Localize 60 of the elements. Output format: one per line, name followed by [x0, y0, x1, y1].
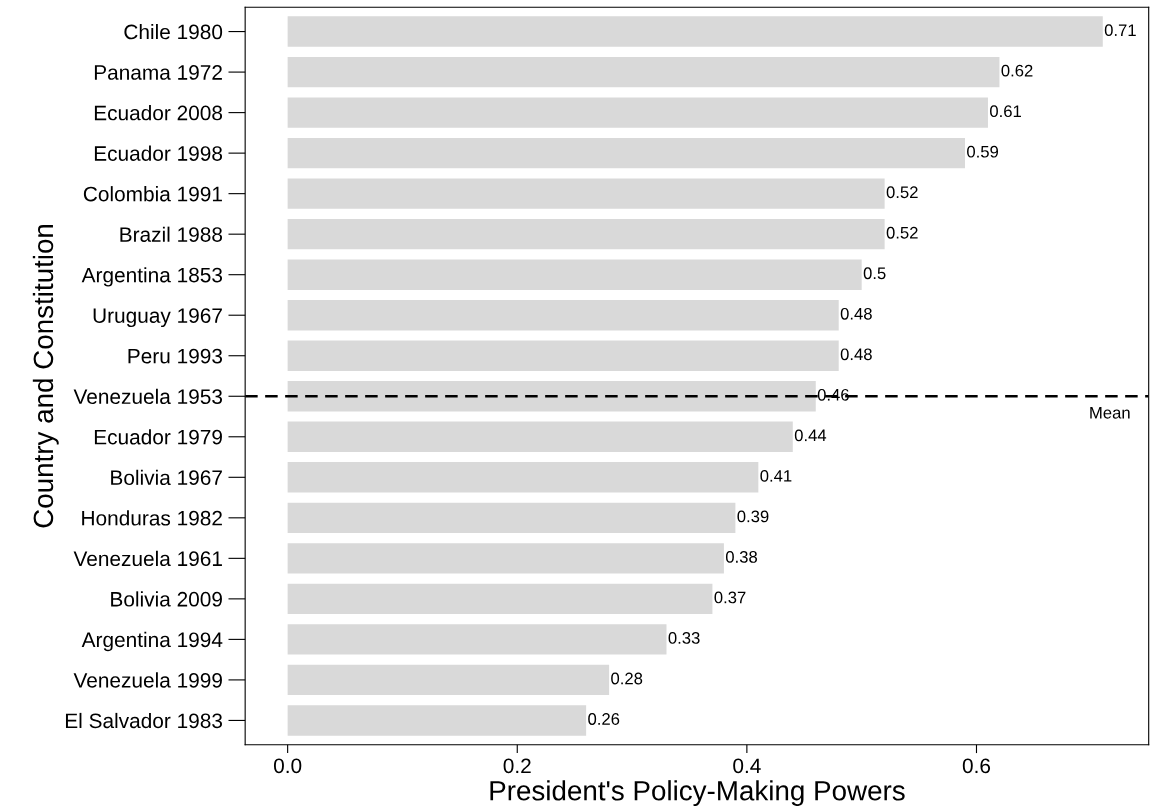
x-tick-label: 0.2 — [503, 758, 531, 774]
bar — [287, 583, 713, 615]
x-tick-label: 0.4 — [733, 758, 761, 774]
y-tick-label: Honduras 1982 — [82, 510, 222, 526]
data-label: 0.48 — [840, 307, 872, 320]
bar — [287, 381, 816, 412]
data-label: 0.48 — [840, 348, 872, 361]
bar — [287, 56, 1000, 88]
y-tick-label: Ecuador 1998 — [94, 145, 223, 161]
data-label: 0.5 — [863, 267, 886, 280]
y-tick-label: Chile 1980 — [124, 24, 223, 40]
y-tick-label: Bolivia 2009 — [111, 591, 222, 607]
y-tick-label: Venezuela 1953 — [73, 388, 223, 405]
bar — [287, 421, 793, 452]
y-tick-label: Venezuela 1961 — [73, 550, 222, 567]
bar — [287, 97, 988, 128]
data-label: 0.41 — [760, 469, 792, 482]
y-tick-label: Brazil 1988 — [120, 226, 223, 242]
y-tick-label: Peru 1993 — [128, 348, 223, 364]
bar — [287, 300, 839, 331]
data-label: 0.52 — [886, 186, 918, 199]
data-label: 0.62 — [1001, 64, 1033, 77]
ref-line-label: Mean — [1090, 407, 1130, 419]
y-tick-label: Argentina 1994 — [81, 631, 223, 652]
y-tick-label: Argentina 1853 — [81, 267, 223, 287]
bar — [287, 462, 759, 493]
y-tick-label: Ecuador 1979 — [94, 429, 222, 445]
data-label: 0.52 — [886, 226, 918, 239]
y-tick-label: Uruguay 1967 — [93, 308, 222, 328]
y-tick-label: Ecuador 2008 — [94, 105, 223, 121]
y-tick-label: Venezuela 1999 — [73, 672, 222, 688]
y-axis-title: Country and Constitution — [32, 224, 59, 528]
bar — [287, 705, 587, 736]
x-axis-title: President's Policy-Making Powers — [490, 780, 905, 806]
bar — [287, 137, 966, 169]
data-label: 0.44 — [794, 429, 827, 442]
y-tick-label: Colombia 1991 — [83, 186, 222, 202]
data-label: 0.38 — [725, 551, 758, 563]
data-label: 0.39 — [737, 510, 769, 523]
bar — [287, 16, 1103, 47]
data-label: 0.59 — [967, 145, 999, 158]
bar — [287, 624, 667, 655]
data-label: 0.37 — [714, 591, 746, 604]
x-tick-label: 0.0 — [273, 758, 302, 774]
bar — [287, 340, 839, 371]
y-tick-label: El Salvador 1983 — [65, 712, 223, 729]
bar — [287, 543, 724, 574]
y-tick-label: Panama 1972 — [94, 65, 222, 80]
bar — [287, 664, 610, 696]
data-label: 0.61 — [990, 105, 1021, 118]
bar — [287, 178, 885, 209]
bar — [287, 259, 862, 290]
data-label: 0.71 — [1104, 24, 1136, 37]
bar — [287, 502, 736, 534]
bar — [287, 218, 885, 250]
y-tick-label: Bolivia 1967 — [111, 469, 222, 486]
data-label: 0.26 — [588, 713, 620, 725]
data-label: 0.28 — [611, 672, 643, 685]
data-label: 0.33 — [668, 632, 700, 644]
x-tick-label: 0.6 — [962, 758, 991, 774]
